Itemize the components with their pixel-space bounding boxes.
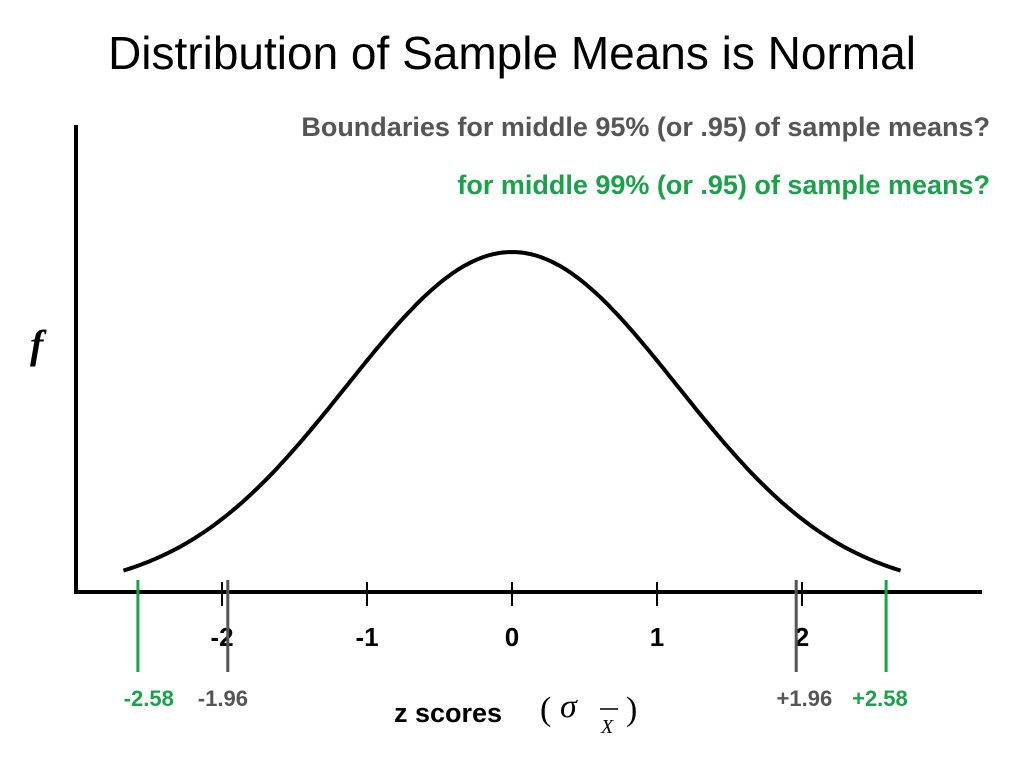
normal-curve xyxy=(122,249,902,573)
boundary-label: +2.58 xyxy=(852,686,908,711)
y-axis-label: f xyxy=(30,322,47,367)
tick-label: 1 xyxy=(650,622,664,652)
close-paren: ) xyxy=(626,691,637,728)
boundary-label: -1.96 xyxy=(198,686,248,711)
tick-label: 2 xyxy=(795,622,809,652)
tick-label: -1 xyxy=(355,622,378,652)
boundary-lines: -2.58 -1.96 +1.96 +2.58 xyxy=(124,580,908,711)
x-axis-label: z scores xyxy=(394,698,502,728)
sigma-subscript: X xyxy=(600,716,614,738)
sigma-symbol: σ xyxy=(560,688,578,725)
x-axis-label-group: z scores ( σ X ) xyxy=(394,688,637,738)
boundary-label: +1.96 xyxy=(777,686,833,711)
question-99: for middle 99% (or .95) of sample means? xyxy=(457,170,990,200)
tick-label: -2 xyxy=(210,622,233,652)
slide-title: Distribution of Sample Means is Normal xyxy=(108,27,916,79)
tick-label: 0 xyxy=(505,622,519,652)
boundary-label: -2.58 xyxy=(124,686,174,711)
question-95: Boundaries for middle 95% (or .95) of sa… xyxy=(301,112,990,142)
open-paren: ( xyxy=(540,691,551,728)
